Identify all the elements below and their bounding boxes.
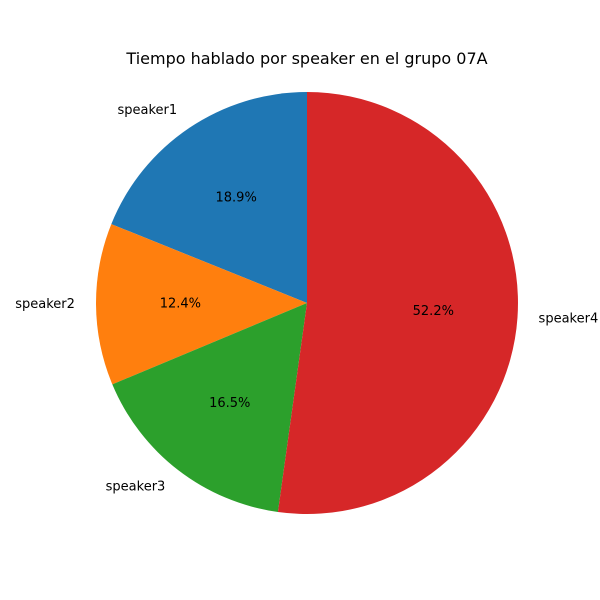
pie-slice-speaker4: [277, 92, 518, 514]
pie-slice-speaker1: [111, 92, 307, 303]
pie-slice-speaker3: [112, 303, 307, 512]
slice-label-speaker4: speaker4: [539, 312, 599, 327]
pie-slices: [96, 92, 518, 514]
pie-labels: speaker1 18.9% speaker2 12.4% speaker3 16.5% s…: [15, 103, 598, 494]
chart-title: Tiempo hablado por speaker en el grupo 0…: [125, 49, 487, 68]
slice-percent-speaker1: 18.9%: [216, 191, 257, 206]
slice-label-speaker1: speaker1: [117, 103, 177, 118]
pie-slice-speaker2: [96, 224, 307, 385]
slice-percent-speaker3: 16.5%: [209, 396, 250, 411]
slice-label-speaker3: speaker3: [106, 479, 166, 494]
slice-label-speaker2: speaker2: [15, 297, 75, 312]
slice-percent-speaker4: 52.2%: [413, 304, 454, 319]
slice-percent-speaker2: 12.4%: [160, 296, 201, 311]
